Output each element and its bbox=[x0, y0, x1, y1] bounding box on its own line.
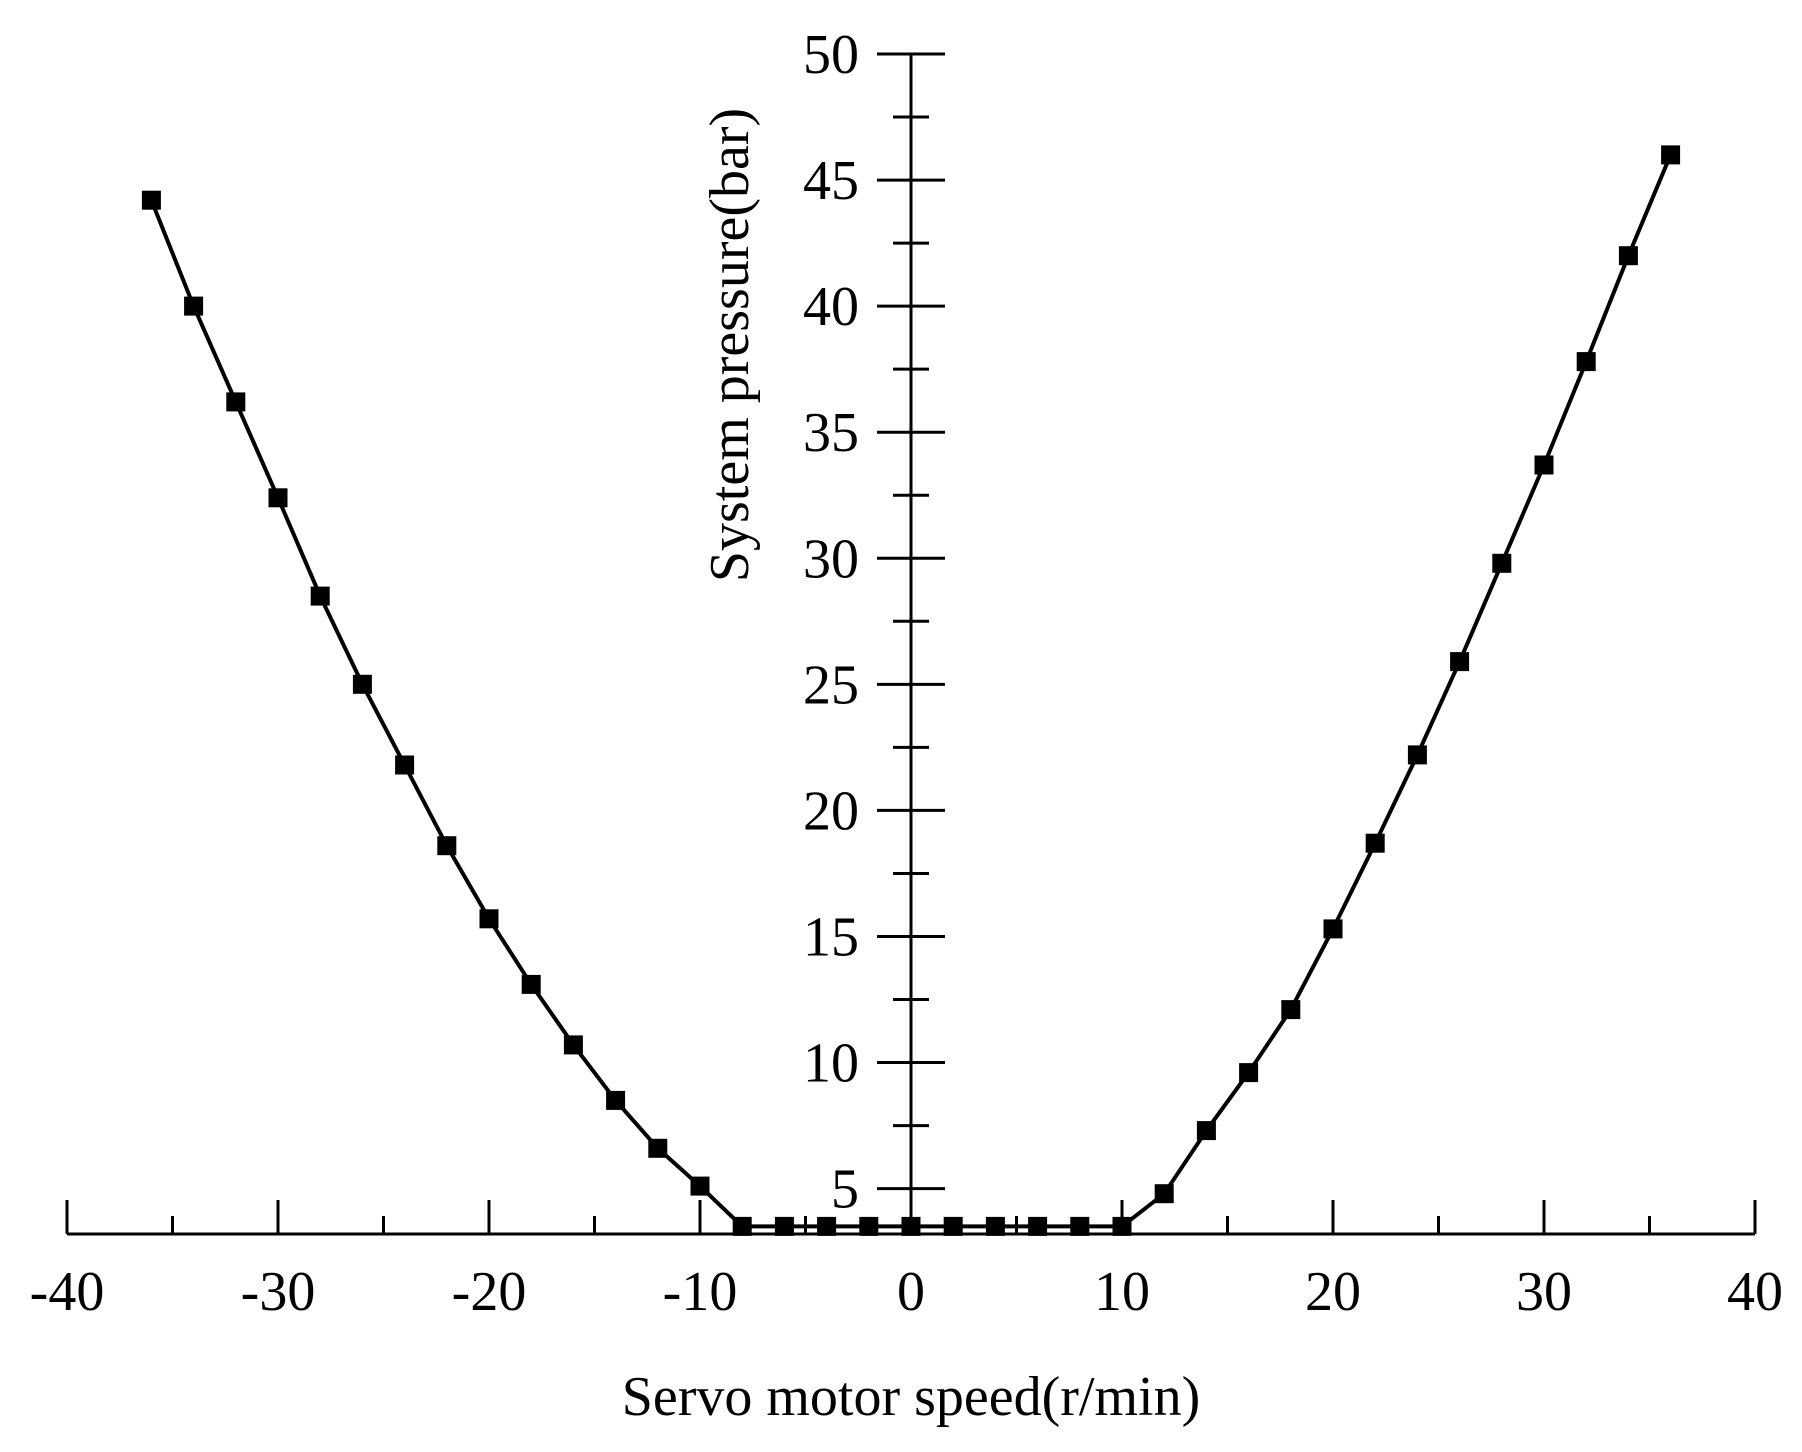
series-layer bbox=[141, 145, 1681, 1236]
data-point bbox=[268, 488, 288, 508]
y-tick-label: 30 bbox=[803, 528, 859, 590]
data-point bbox=[395, 755, 415, 775]
data-point bbox=[732, 1216, 752, 1236]
x-tick-label: 20 bbox=[1305, 1261, 1361, 1323]
y-tick-label: 20 bbox=[803, 780, 859, 842]
y-tick-label: 25 bbox=[803, 654, 859, 716]
x-tick-label: 10 bbox=[1094, 1261, 1150, 1323]
data-point bbox=[1028, 1216, 1048, 1236]
data-point bbox=[563, 1035, 583, 1055]
y-tick-label: 40 bbox=[803, 276, 859, 338]
data-point bbox=[1661, 145, 1681, 165]
y-axis-title: System pressure(bar) bbox=[699, 108, 761, 582]
data-point bbox=[1365, 833, 1385, 853]
data-point bbox=[943, 1216, 963, 1236]
x-tick-label: -30 bbox=[241, 1261, 316, 1323]
y-tick-label: 5 bbox=[831, 1159, 859, 1221]
y-tick-label: 35 bbox=[803, 402, 859, 464]
data-point bbox=[985, 1216, 1005, 1236]
y-tick-label: 45 bbox=[803, 150, 859, 212]
data-point bbox=[437, 836, 457, 856]
y-tick-label: 15 bbox=[803, 906, 859, 968]
data-point bbox=[690, 1176, 710, 1196]
data-point bbox=[774, 1216, 794, 1236]
data-point bbox=[479, 909, 499, 929]
data-point bbox=[1281, 1000, 1301, 1020]
data-point bbox=[1492, 553, 1512, 573]
data-point bbox=[1576, 352, 1596, 372]
data-point bbox=[1154, 1184, 1174, 1204]
data-point bbox=[1450, 652, 1470, 672]
data-point bbox=[901, 1216, 921, 1236]
data-point bbox=[310, 586, 330, 606]
data-point bbox=[141, 190, 161, 210]
ticks: -40 -30 -20 -10 0 10 20 30 40 5 10 15 20 25 30 35 40 45 50 bbox=[30, 24, 1783, 1323]
x-tick-label: 30 bbox=[1516, 1261, 1572, 1323]
data-point bbox=[1112, 1216, 1132, 1236]
y-tick-label: 50 bbox=[803, 24, 859, 86]
x-tick-label: 0 bbox=[897, 1261, 925, 1323]
y-tick-label: 10 bbox=[803, 1033, 859, 1095]
data-point bbox=[1196, 1121, 1216, 1141]
data-point bbox=[817, 1216, 837, 1236]
data-point bbox=[1323, 919, 1343, 939]
x-tick-label: -10 bbox=[663, 1261, 738, 1323]
axes bbox=[67, 54, 1755, 1236]
data-point bbox=[648, 1138, 668, 1158]
data-point bbox=[352, 674, 372, 694]
x-tick-label: 40 bbox=[1727, 1261, 1783, 1323]
data-point bbox=[606, 1090, 626, 1110]
data-point bbox=[184, 296, 204, 316]
data-point bbox=[1070, 1216, 1090, 1236]
data-point bbox=[1534, 455, 1554, 475]
x-tick-label: -20 bbox=[452, 1261, 527, 1323]
data-point bbox=[859, 1216, 879, 1236]
data-point bbox=[1407, 745, 1427, 765]
data-point bbox=[226, 392, 246, 412]
x-axis-title: Servo motor speed(r/min) bbox=[622, 1366, 1201, 1428]
data-point bbox=[1239, 1063, 1259, 1083]
x-tick-label: -40 bbox=[30, 1261, 105, 1323]
data-point bbox=[521, 974, 541, 994]
data-point bbox=[1618, 246, 1638, 266]
